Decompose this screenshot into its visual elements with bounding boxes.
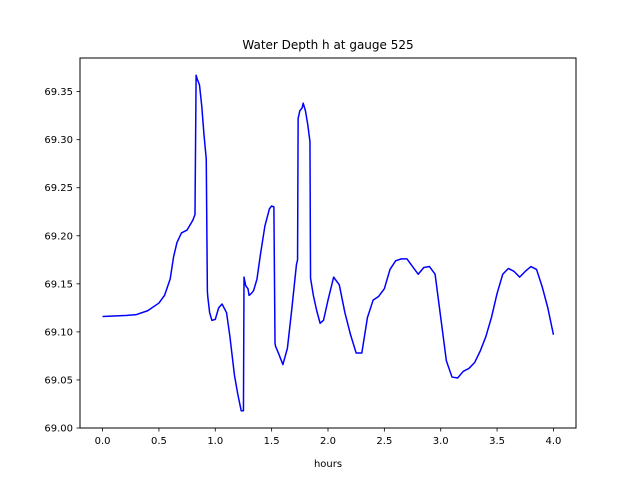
chart-title: Water Depth h at gauge 525	[242, 38, 413, 52]
x-tick-label: 3.0	[433, 436, 449, 447]
plot-area	[102, 74, 555, 412]
y-tick-label: 69.35	[44, 87, 73, 98]
axes-frame	[79, 57, 577, 429]
y-tick-label: 69.15	[44, 279, 73, 290]
y-tick-label: 69.20	[44, 231, 73, 242]
x-tick-label: 2.0	[320, 436, 336, 447]
y-tick-label: 69.00	[44, 424, 73, 435]
y-tick-label: 69.25	[44, 183, 73, 194]
y-axis: 69.00 69.05 69.10 69.15 69.20 69.25 69.30 69.35	[44, 87, 80, 435]
x-tick-label: 0.0	[95, 436, 111, 447]
x-tick-label: 4.0	[546, 436, 562, 447]
x-axis: 0.0 0.5 1.0 1.5 2.0 2.5 3.0 3.5 4.0	[95, 428, 562, 447]
x-tick-label: 1.0	[207, 436, 223, 447]
y-tick-label: 69.30	[44, 135, 73, 146]
x-tick-label: 0.5	[151, 436, 167, 447]
water-depth-series-line	[102, 74, 555, 412]
x-tick-label: 3.5	[489, 436, 505, 447]
x-tick-label: 2.5	[376, 436, 392, 447]
x-axis-label: hours	[314, 459, 342, 470]
y-tick-label: 69.10	[44, 327, 73, 338]
y-tick-label: 69.05	[44, 375, 73, 386]
x-tick-label: 1.5	[264, 436, 280, 447]
